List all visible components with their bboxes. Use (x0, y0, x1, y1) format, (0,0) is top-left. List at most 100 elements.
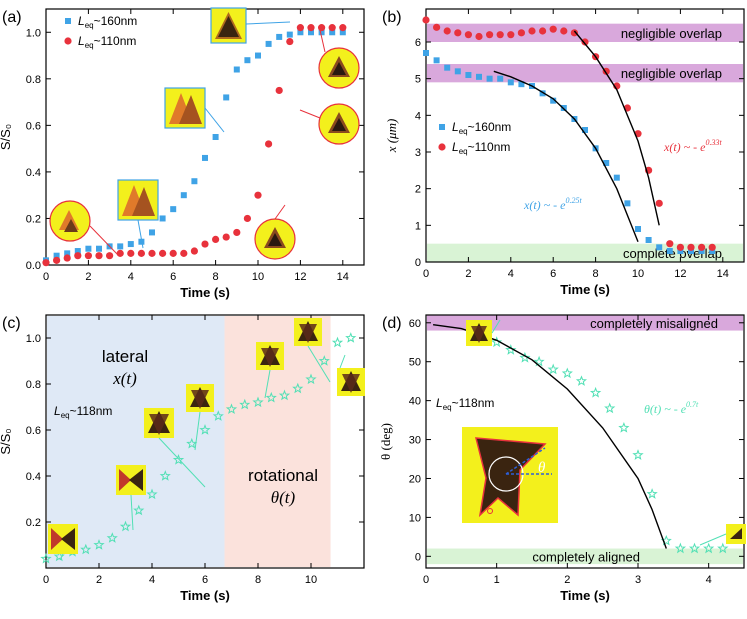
data-point (666, 248, 673, 254)
overlap-band (427, 23, 743, 42)
data-point (331, 336, 344, 348)
plot-frame (45, 8, 365, 266)
plot-frame (425, 8, 745, 263)
particle-shape (332, 62, 346, 75)
data-point (603, 160, 610, 166)
data-point (698, 248, 705, 254)
data-point (65, 18, 71, 24)
alignment-band (427, 315, 743, 331)
x-tick-label: 3 (635, 574, 641, 586)
data-point (127, 241, 134, 248)
band-label: completely aligned (532, 549, 640, 564)
particle-shape (64, 219, 78, 232)
y-tick-label: 0.4 (26, 471, 41, 483)
leader-line (59, 553, 64, 561)
data-point (318, 355, 330, 366)
y-tick-label: 6 (415, 37, 421, 49)
data-point (80, 543, 92, 555)
data-point (687, 243, 695, 251)
regime-label: rotational (248, 466, 318, 485)
particle-shape (191, 390, 209, 409)
data-point (275, 86, 283, 95)
x-tick-label: 2 (564, 574, 570, 586)
particle-shape (61, 528, 75, 550)
data-point (106, 252, 114, 260)
x-tick-label: 8 (593, 268, 599, 280)
y-tick-label: 1.0 (26, 333, 41, 345)
data-point (276, 33, 283, 40)
data-point (199, 424, 211, 435)
sample-size-note: Leq~118nm (436, 396, 494, 412)
legend-label: Leq~160nm (78, 14, 137, 30)
x-tick-label: 2 (96, 574, 102, 586)
data-point (180, 192, 187, 199)
x-tick-label: 6 (550, 268, 556, 280)
data-point (278, 389, 291, 401)
x-tick-label: 4 (128, 271, 134, 283)
data-point (433, 23, 441, 31)
data-point (454, 68, 461, 75)
data-point (632, 449, 644, 460)
regime-sublabel: x(t) (112, 369, 137, 388)
inset-axis (505, 447, 546, 475)
x-tick-label: 2 (85, 271, 91, 283)
x-axis-label: Time (s) (180, 285, 230, 300)
data-point (292, 382, 304, 394)
data-point (581, 38, 589, 46)
data-point (549, 25, 557, 33)
data-point (318, 29, 325, 36)
panel-d-bands: completely misaligned completely aligned (427, 315, 743, 564)
x-tick-label: 4 (508, 268, 514, 280)
leader-line (204, 107, 225, 133)
x-tick-label: 8 (255, 574, 261, 586)
data-point (507, 31, 515, 39)
data-point (244, 57, 251, 64)
particle-shape (730, 528, 742, 539)
data-point (646, 488, 658, 499)
data-point (497, 75, 504, 82)
legend-label: Leq~110nm (452, 140, 510, 156)
data-point (169, 249, 177, 257)
data-point (674, 542, 687, 554)
data-point (239, 398, 251, 410)
y-tick-label: 1 (415, 220, 421, 232)
data-point (180, 249, 188, 257)
data-point (604, 402, 616, 414)
data-point (688, 248, 694, 254)
x-tick-label: 2 (465, 268, 471, 280)
y-tick-label: 0.4 (26, 167, 41, 179)
data-point (307, 24, 315, 32)
regime-sublabel: θ(t) (271, 488, 296, 507)
alignment-band (427, 548, 743, 565)
data-point (613, 174, 620, 181)
particle-shape (471, 326, 487, 343)
y-tick-label: 0 (415, 257, 421, 269)
y-tick-label: 2 (415, 184, 421, 196)
particle-shape (149, 414, 169, 435)
data-point (127, 249, 135, 257)
data-point (528, 27, 536, 35)
x-axis-label: Time (s) (560, 588, 610, 603)
data-point (308, 29, 314, 36)
data-point (106, 532, 118, 543)
y-tick-label: 4 (415, 110, 421, 122)
panel-a-axes: 0 2 4 6 8 10 12 14 0.0 0.2 0.4 0.6 0.8 1.0 Time (s) (a)… (2, 7, 365, 300)
data-point (339, 29, 346, 36)
data-point (64, 37, 72, 45)
data-point (570, 29, 579, 37)
x-tick-label: 10 (305, 574, 317, 586)
y-tick-label: 0 (415, 551, 421, 563)
x-tick-label: 0 (423, 574, 429, 586)
data-point (265, 391, 277, 403)
data-point (589, 386, 602, 398)
leader-line (699, 533, 727, 546)
data-point (438, 143, 446, 151)
data-point (422, 16, 430, 24)
x-tick-label: 0 (43, 574, 49, 586)
data-point (202, 154, 208, 161)
x-tick-label: 6 (202, 574, 208, 586)
data-point (149, 229, 155, 236)
data-point (496, 31, 504, 39)
band-label: completely misaligned (590, 316, 718, 331)
